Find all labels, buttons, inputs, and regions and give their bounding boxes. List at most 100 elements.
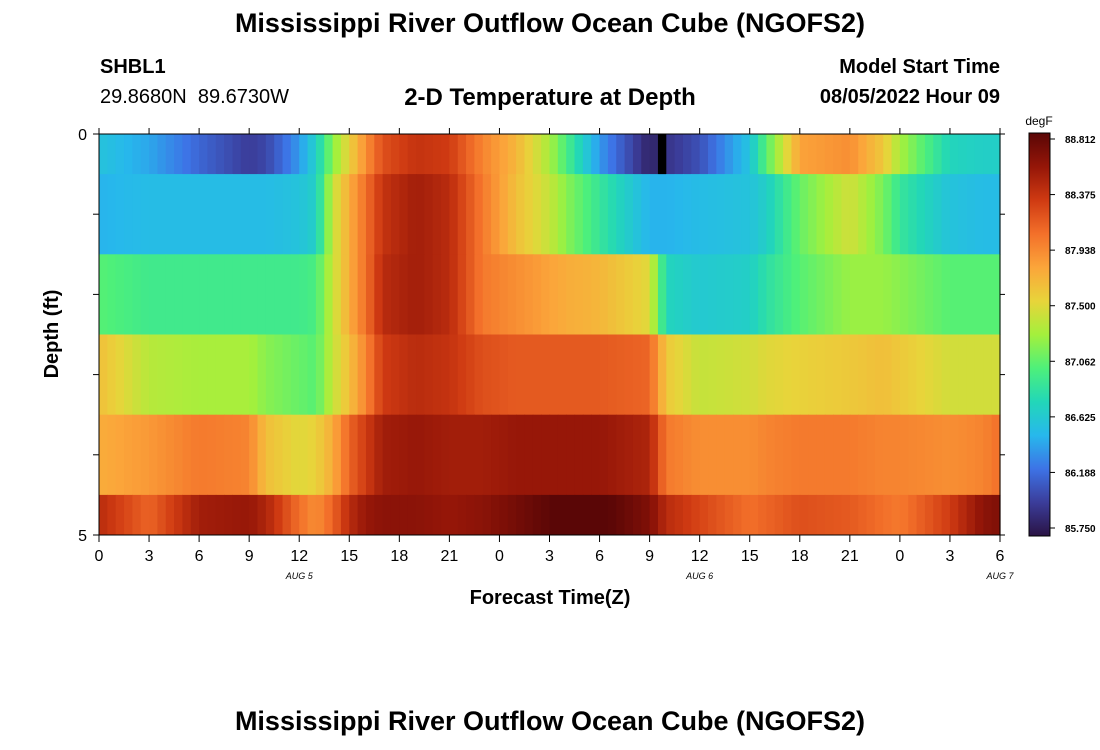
heatmap-cell xyxy=(691,174,701,255)
heatmap-cell xyxy=(582,494,592,536)
heatmap-cell xyxy=(399,174,409,255)
heatmap-cell xyxy=(833,254,843,335)
heatmap-cell xyxy=(307,254,317,335)
heatmap-cell xyxy=(557,414,567,496)
heatmap-cell xyxy=(124,134,133,175)
heatmap-cell xyxy=(716,174,726,255)
heatmap-cell xyxy=(791,414,801,496)
heatmap-cell xyxy=(891,334,901,416)
heatmap-cell xyxy=(758,134,767,175)
heatmap-cell xyxy=(916,134,926,175)
heatmap-cell xyxy=(357,334,367,416)
heatmap-cell xyxy=(357,414,367,496)
heatmap-cell xyxy=(249,334,259,416)
heatmap-cell xyxy=(991,414,1001,496)
heatmap-cell xyxy=(599,334,609,416)
heatmap-cell xyxy=(340,174,350,255)
heatmap-cell xyxy=(290,254,300,335)
colorbar-tick-label: 86.625 xyxy=(1065,413,1096,424)
heatmap-cell xyxy=(140,494,150,536)
missing-data-marks xyxy=(657,134,667,175)
heatmap-cell xyxy=(232,494,242,536)
heatmap-cell xyxy=(949,414,959,496)
heatmap-cell xyxy=(991,174,1001,255)
heatmap-cell xyxy=(949,254,959,335)
heatmap-cell xyxy=(641,254,651,335)
heatmap-cell xyxy=(991,134,1001,175)
heatmap-cell xyxy=(908,494,918,536)
heatmap-cell xyxy=(482,174,492,255)
heatmap-cell xyxy=(357,254,367,335)
heatmap-cell xyxy=(332,414,342,496)
heatmap-cell xyxy=(841,174,851,255)
heatmap-cell xyxy=(791,494,801,536)
heatmap-cell xyxy=(149,254,158,335)
heatmap-cell xyxy=(407,254,417,335)
heatmap-cell xyxy=(549,414,559,496)
heatmap-cell xyxy=(399,334,409,416)
heatmap-cell xyxy=(724,254,734,335)
heatmap-cell xyxy=(457,414,467,496)
heatmap-cell xyxy=(424,254,434,335)
heatmap-cell xyxy=(574,134,584,175)
heatmap-cell xyxy=(833,414,843,496)
heatmap-cell xyxy=(733,134,742,175)
heatmap-cell xyxy=(365,254,375,335)
heatmap-cell xyxy=(941,134,951,175)
heatmap-cell xyxy=(290,134,300,175)
heatmap-cell xyxy=(708,334,717,416)
heatmap-cell xyxy=(699,254,709,335)
heatmap-cell xyxy=(182,134,192,175)
date-label: AUG 5 xyxy=(285,571,314,581)
heatmap-cell xyxy=(174,254,184,335)
heatmap-cell xyxy=(766,134,776,175)
chart-subtitle: 2-D Temperature at Depth xyxy=(404,84,696,111)
heatmap-cell xyxy=(174,334,184,416)
heatmap-cell xyxy=(849,494,859,536)
heatmap-cell xyxy=(382,494,392,536)
heatmap-cell xyxy=(115,254,125,335)
heatmap-cell xyxy=(132,414,142,496)
heatmap-cell xyxy=(908,414,918,496)
heatmap-cell xyxy=(899,414,909,496)
axis-ticks xyxy=(93,128,1005,542)
heatmap-cell xyxy=(708,414,717,496)
heatmap-cell xyxy=(791,134,801,175)
heatmap-cell xyxy=(933,254,943,335)
colorbar-tick-label: 85.750 xyxy=(1065,524,1096,535)
heatmap-cell xyxy=(140,174,150,255)
heatmap-cell xyxy=(482,494,492,536)
heatmap-cell xyxy=(441,134,450,175)
heatmap-cell xyxy=(407,334,417,416)
heatmap-cell xyxy=(207,254,217,335)
heatmap-cell xyxy=(215,174,225,255)
heatmap-cell xyxy=(849,414,859,496)
heatmap-cell xyxy=(507,414,517,496)
heatmap-cell xyxy=(566,134,576,175)
heatmap-cell xyxy=(783,334,793,416)
heatmap-cell xyxy=(507,494,517,536)
heatmap-cell xyxy=(899,334,909,416)
heatmap-cell xyxy=(416,254,425,335)
heatmap-cell xyxy=(274,174,284,255)
heatmap-cell xyxy=(466,334,476,416)
heatmap-cell xyxy=(424,494,434,536)
heatmap-cell xyxy=(641,174,651,255)
heatmap-cell xyxy=(649,334,659,416)
heatmap-cell xyxy=(474,334,484,416)
heatmap-cell xyxy=(541,494,551,536)
heatmap-cell xyxy=(891,134,901,175)
heatmap-cell xyxy=(165,494,175,536)
heatmap-cell xyxy=(474,414,484,496)
heatmap-cell xyxy=(390,174,400,255)
heatmap-cell xyxy=(399,134,409,175)
heatmap-cell xyxy=(841,494,851,536)
heatmap-cell xyxy=(407,414,417,496)
heatmap-cell xyxy=(491,494,501,536)
heatmap-cell xyxy=(432,494,442,536)
heatmap-cell xyxy=(424,414,434,496)
heatmap-cell xyxy=(265,134,275,175)
x-tick-label: 0 xyxy=(495,548,504,565)
heatmap-cell xyxy=(574,254,584,335)
heatmap-cells xyxy=(99,134,1001,536)
